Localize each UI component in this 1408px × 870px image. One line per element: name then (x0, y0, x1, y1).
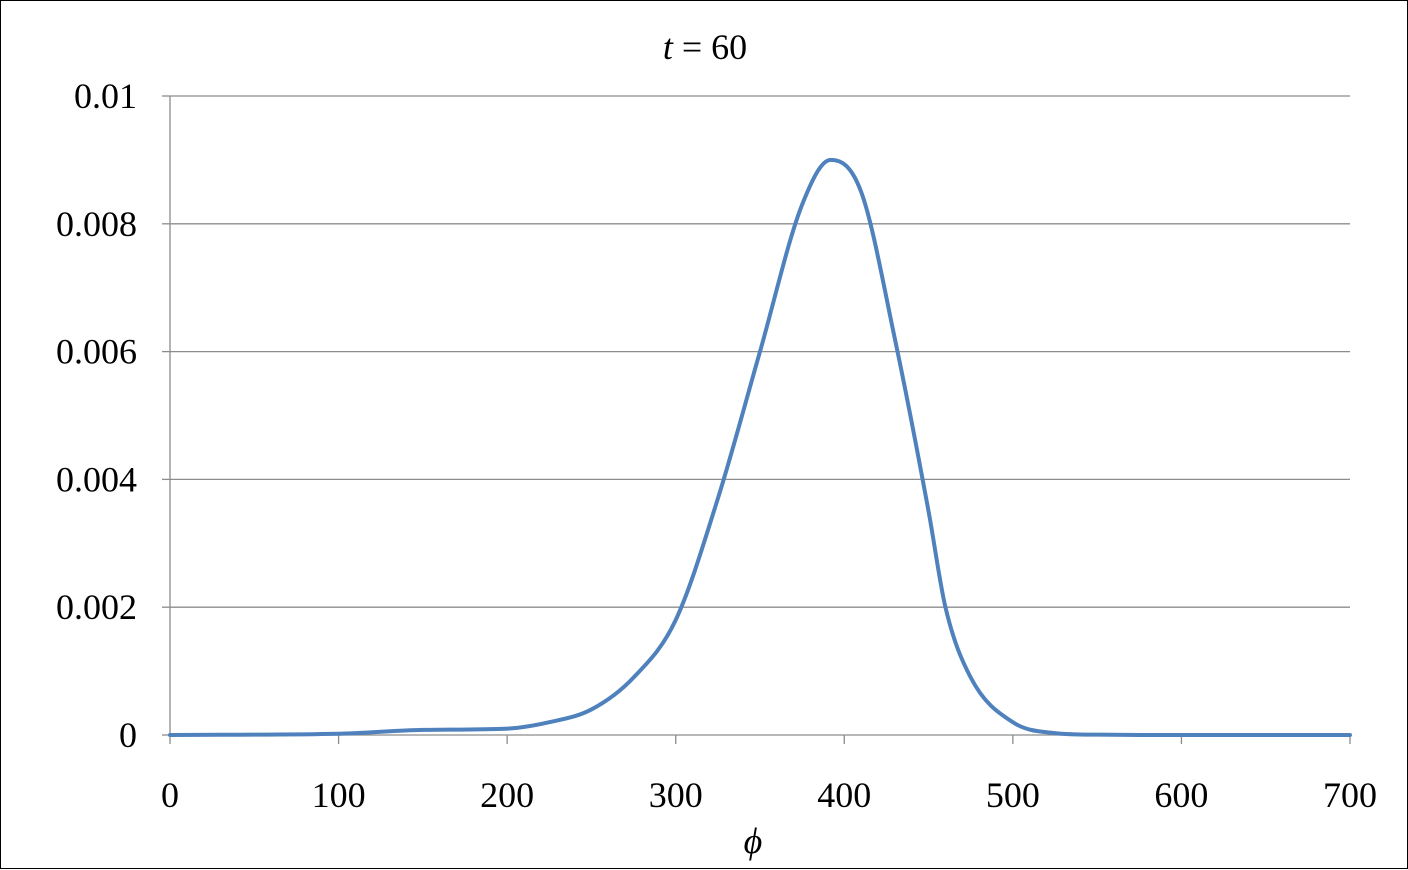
y-tick-label: 0.006 (56, 332, 137, 372)
axes (162, 95, 1351, 744)
series-line-0 (168, 157, 1352, 738)
x-tick-label: 200 (480, 775, 534, 815)
y-tick-label: 0.01 (74, 76, 137, 116)
x-tick-label: 300 (649, 775, 703, 815)
x-tick-label: 400 (817, 775, 871, 815)
y-tick-label: 0.002 (56, 587, 137, 627)
y-tick-label: 0.008 (56, 204, 137, 244)
x-axis-label: ϕ (744, 821, 763, 861)
x-tick-label: 0 (161, 775, 179, 815)
x-tick-label: 500 (986, 775, 1040, 815)
chart-title-rest: = 60 (673, 27, 747, 67)
x-tick-labels: 0 100 200 300 400 500 600 700 (161, 775, 1377, 815)
x-tick-label: 100 (312, 775, 366, 815)
chart-title: t = 60 (663, 27, 747, 67)
y-tick-label: 0 (119, 715, 137, 755)
x-tick-label: 600 (1154, 775, 1208, 815)
y-tick-label: 0.004 (56, 459, 137, 499)
y-tick-labels: 0 0.002 0.004 0.006 0.008 0.01 (56, 76, 137, 755)
x-tick-label: 700 (1323, 775, 1377, 815)
chart-title-variable: t (663, 27, 674, 67)
